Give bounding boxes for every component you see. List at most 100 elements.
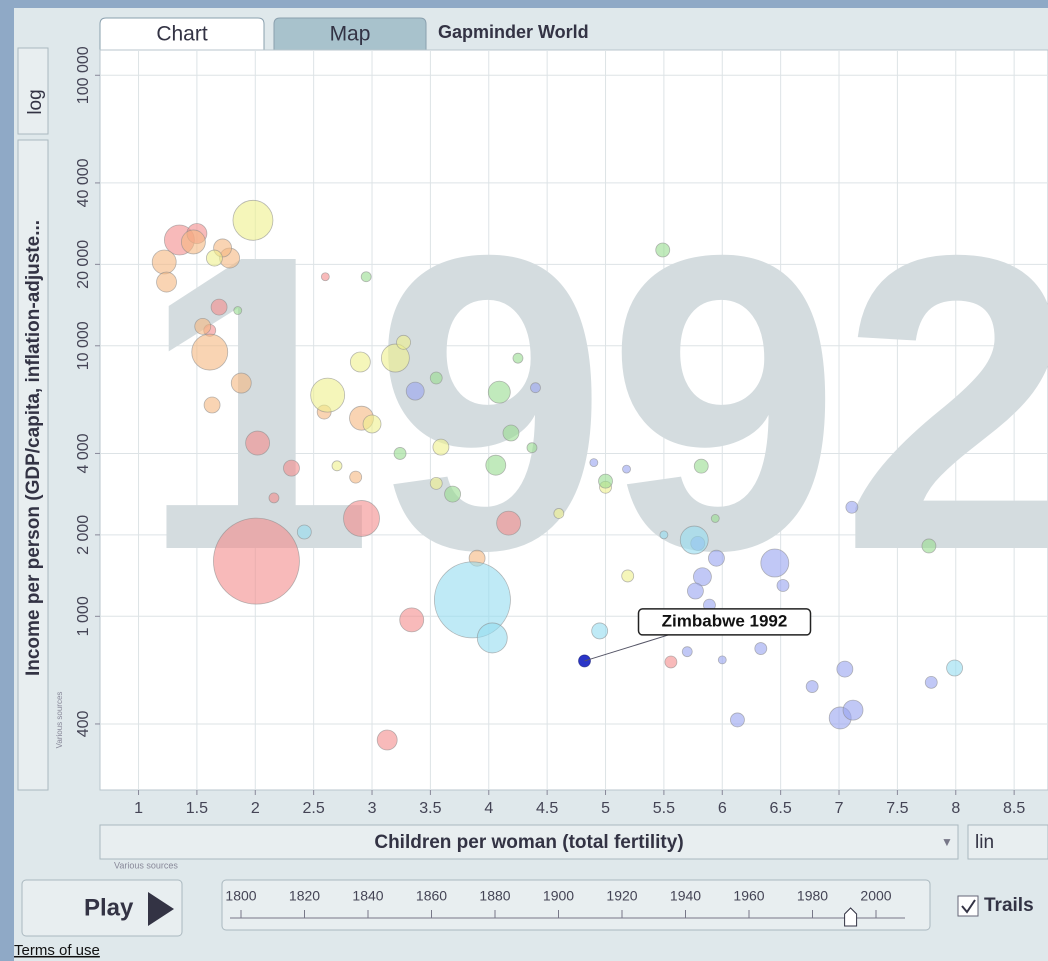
y-tick-label: 20 000 [75, 240, 92, 289]
bubble [399, 607, 425, 633]
timeline-tick-label: 1980 [797, 888, 828, 904]
bubble [380, 343, 410, 373]
tab-label[interactable]: Map [330, 23, 371, 46]
x-scale-label[interactable]: lin [975, 832, 994, 853]
bubble [191, 333, 229, 371]
bubble [206, 249, 223, 267]
x-tick-label: 1 [134, 800, 143, 817]
timeline-tick-label: 1860 [416, 888, 447, 904]
bubble [598, 473, 613, 489]
trails-label[interactable]: Trails [984, 895, 1034, 916]
tab-map[interactable] [273, 17, 427, 50]
x-tick-label: 7 [835, 800, 844, 817]
bubble [842, 699, 864, 721]
x-tick-label: 5.5 [653, 800, 675, 817]
bubble [283, 459, 300, 477]
bubble [693, 567, 712, 587]
bubble [679, 525, 709, 555]
x-tick-label: 8.5 [1003, 800, 1025, 817]
y-axis-menu[interactable] [17, 139, 49, 791]
timeline-tick-label: 1880 [479, 888, 510, 904]
bubble [805, 680, 819, 693]
bubble [476, 622, 508, 654]
x-axis-menu[interactable] [99, 824, 959, 860]
app-title: Gapminder World [438, 22, 589, 42]
bubble [194, 317, 212, 335]
bubble [710, 514, 720, 523]
play-button[interactable] [21, 879, 183, 937]
x-tick-label: 3 [368, 800, 377, 817]
x-tick-label: 2.5 [303, 800, 325, 817]
trails-checkbox[interactable] [957, 895, 979, 917]
y-tick-label: 2 000 [75, 515, 92, 555]
timeline-tick-label: 1820 [289, 888, 320, 904]
bubble [730, 712, 745, 728]
y-tick-label: 40 000 [75, 158, 92, 207]
bubble [681, 646, 693, 658]
tab-chart[interactable] [99, 17, 265, 50]
bubble [659, 530, 669, 540]
x-scale-menu[interactable] [967, 824, 1048, 860]
bubble [396, 334, 411, 350]
timeline-tick-label: 2000 [860, 888, 891, 904]
bubble [485, 454, 507, 476]
bubble [405, 381, 425, 401]
y-scale-label[interactable]: log [25, 89, 46, 114]
bubble [268, 492, 280, 504]
bubble [343, 500, 380, 537]
x-tick-label: 6 [718, 800, 727, 817]
y-tick-label: 1 000 [75, 596, 92, 636]
bubble [156, 271, 177, 293]
tab-label[interactable]: Chart [156, 23, 208, 46]
bubble [245, 430, 271, 456]
bubble [213, 517, 300, 605]
bubble [502, 424, 520, 442]
bubble [349, 470, 363, 484]
y-tick-label: 4 000 [75, 433, 92, 473]
bubble [310, 377, 346, 413]
x-axis-label[interactable]: Children per woman (total fertility) [374, 832, 683, 853]
bubble [591, 622, 609, 640]
bubble [553, 508, 565, 519]
timeline-axis: 1800 1820 1840 1860 1880 1900 1920 1940 1960 1980… [225, 888, 905, 927]
x-tick-label: 6.5 [770, 800, 792, 817]
bubble [232, 199, 274, 241]
source-note[interactable]: Various sources [55, 692, 64, 749]
play-icon[interactable] [148, 892, 174, 926]
bubble [526, 442, 538, 454]
bubble [708, 549, 725, 567]
callout-line [584, 634, 669, 662]
timeline-handle[interactable] [844, 907, 858, 927]
timeline-tick-label: 1960 [733, 888, 764, 904]
y-tick-label: 400 [75, 711, 92, 738]
bubble [444, 485, 461, 503]
y-tick-label: 100 000 [75, 46, 92, 104]
bubble [320, 272, 330, 282]
y-axis-label[interactable]: Income per person (GDP/capita, inflation… [23, 220, 44, 676]
timeline-tick-label: 1920 [606, 888, 637, 904]
plot-area [99, 49, 1048, 791]
timeline-tick-label: 1900 [543, 888, 574, 904]
source-note[interactable]: Various sources [114, 860, 178, 870]
bubble [376, 729, 398, 751]
bubble [151, 249, 177, 275]
bubble [393, 447, 407, 460]
x-tick-label: 7.5 [886, 800, 908, 817]
x-tick-label: 5 [601, 800, 610, 817]
terms-link[interactable]: Terms of use [14, 942, 100, 959]
y-tick-label: 10 000 [75, 321, 92, 370]
bubble [349, 351, 371, 373]
bubble [360, 271, 372, 283]
play-label[interactable]: Play [84, 894, 134, 921]
bubble [432, 438, 450, 456]
bubble [921, 538, 937, 554]
dropdown-arrow[interactable]: ▼ [941, 835, 953, 849]
bubble [180, 229, 206, 255]
bubble [296, 524, 312, 540]
bubble [210, 298, 228, 316]
x-tick-label: 4 [484, 800, 493, 817]
y-scale-menu[interactable] [17, 47, 49, 135]
bubble [655, 242, 671, 258]
bubble [776, 579, 790, 592]
